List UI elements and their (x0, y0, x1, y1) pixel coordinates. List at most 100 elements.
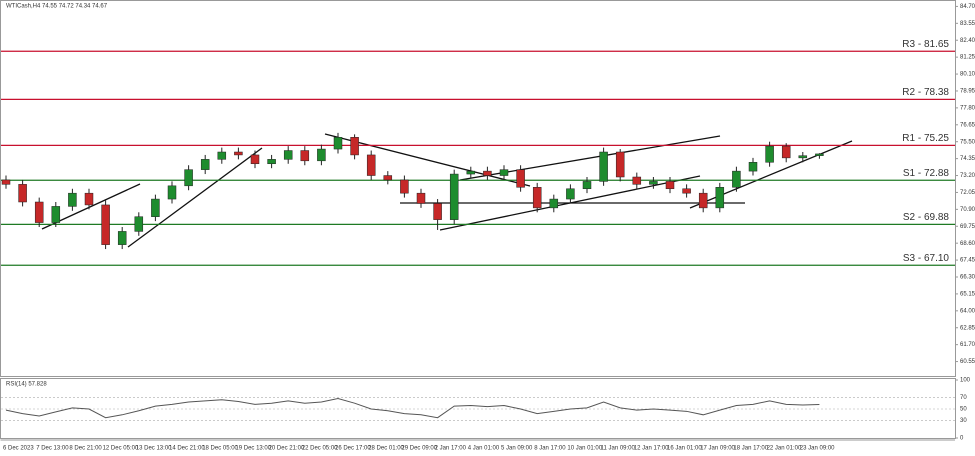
candle-body (599, 151, 608, 182)
candle-body (649, 181, 658, 185)
y-tick-label: 67.45 (960, 258, 975, 264)
candle-body (84, 192, 94, 206)
x-tick-label: 4 Jan 01:00 (468, 446, 500, 452)
candle-body (499, 169, 509, 176)
x-tick-label: 8 Dec 21:00 (69, 446, 102, 452)
x-tick-label: 6 Dec 2023 (3, 446, 34, 452)
trendline (459, 135, 721, 181)
candle-body (234, 151, 243, 156)
x-tick-label: 28 Dec 01:00 (368, 446, 404, 452)
candle-body (449, 173, 459, 220)
candle-body (532, 187, 542, 209)
candle-body (333, 137, 343, 150)
x-tick-label: 2 Jan 17:00 (435, 446, 467, 452)
y-tick-label: 62.85 (960, 325, 975, 331)
candle-body (383, 175, 393, 181)
candle-body (134, 216, 144, 232)
candle-body (566, 188, 575, 200)
trendline (324, 133, 531, 187)
y-tick-label: 74.35 (960, 156, 975, 162)
y-tick-label: 75.50 (960, 139, 975, 145)
candle-body (283, 150, 293, 160)
y-tick-label: 64.00 (960, 308, 975, 314)
x-tick-label: 16 Jan 01:00 (667, 446, 702, 452)
candle-body (466, 170, 476, 175)
y-tick-label: 0 (960, 436, 964, 442)
candle-body (582, 181, 592, 190)
candle-body (665, 181, 675, 190)
trendlines (41, 133, 853, 248)
level-label: S2 - 69.88 (903, 212, 950, 223)
candle-body (632, 176, 642, 185)
y-tick-label: 78.95 (960, 89, 975, 95)
y-tick-label: 61.70 (960, 342, 975, 348)
candle-body (732, 170, 741, 188)
candle-body (615, 151, 625, 178)
y-tick-label: 60.55 (960, 359, 975, 365)
candle-body (798, 155, 808, 159)
candle-body (715, 187, 725, 209)
candle-body (250, 154, 260, 165)
candle-body (433, 203, 442, 220)
x-tick-label: 19 Dec 13:00 (235, 446, 271, 452)
y-tick-label: 73.20 (960, 173, 975, 179)
candle-body (51, 206, 61, 223)
x-tick-label: 8 Jan 17:00 (534, 446, 566, 452)
y-tick-label: 76.65 (960, 122, 975, 128)
y-tick-label: 50 (960, 407, 967, 413)
candle-body (815, 153, 824, 156)
y-tick-label: 69.75 (960, 224, 975, 230)
candle-body (698, 192, 708, 209)
x-tick-label: 17 Jan 09:00 (700, 446, 735, 452)
candle-body (549, 198, 559, 209)
x-tick-label: 11 Jan 09:00 (601, 446, 636, 452)
candle-body (167, 185, 177, 200)
x-tick-label: 14 Dec 21:00 (169, 446, 205, 452)
candle-body (781, 145, 791, 159)
x-tick-label: 10 Jan 01:00 (567, 446, 602, 452)
y-tick-label: 100 (960, 378, 971, 384)
y-tick-label: 81.25 (960, 55, 975, 61)
candle-body (366, 154, 376, 176)
x-tick-label: 29 Dec 09:00 (401, 446, 437, 452)
level-label: S1 - 72.88 (903, 168, 950, 179)
rsi-frame (0, 378, 956, 439)
level-label: S3 - 67.10 (903, 253, 950, 264)
y-tick-label: 70.90 (960, 207, 975, 213)
candle-body (765, 145, 774, 163)
candle-body (317, 148, 326, 162)
candle-body (117, 231, 127, 245)
y-tick-label: 82.40 (960, 38, 975, 44)
level-label: R3 - 81.65 (902, 39, 949, 50)
chart-title: WTICash,H4 74.55 74.72 74.34 74.67 (6, 4, 108, 10)
x-tick-label: 20 Dec 21:00 (269, 446, 305, 452)
candle-body (184, 169, 193, 187)
x-tick-label: 7 Dec 13:00 (36, 446, 69, 452)
candle-body (350, 137, 359, 156)
level-label: R2 - 78.38 (902, 87, 949, 98)
x-tick-label: 13 Dec 13:00 (136, 446, 172, 452)
candle-body (267, 159, 276, 165)
candle-body (416, 192, 426, 204)
y-tick-label: 30 (960, 418, 967, 424)
x-tick-label: 18 Jan 17:00 (733, 446, 768, 452)
x-tick-label: 23 Jan 09:00 (800, 446, 835, 452)
y-tick-label: 84.70 (960, 4, 975, 10)
y-tick-label: 70 (960, 395, 967, 401)
x-tick-label: 18 Dec 05:00 (202, 446, 238, 452)
y-tick-label: 68.60 (960, 241, 975, 247)
candle-body (217, 151, 227, 160)
x-tick-label: 22 Dec 05:00 (302, 446, 338, 452)
candle-body (151, 198, 160, 217)
y-tick-label: 72.05 (960, 190, 975, 196)
y-tick-label: 66.30 (960, 275, 975, 281)
x-tick-label: 12 Jan 17:00 (634, 446, 669, 452)
candle-body (516, 169, 525, 188)
candle-body (682, 188, 691, 194)
candle-body (200, 159, 210, 170)
trendline (127, 147, 263, 248)
x-tick-label: 22 Jan 01:00 (767, 446, 802, 452)
level-label: R1 - 75.25 (902, 133, 949, 144)
x-tick-label: 12 Dec 05:00 (103, 446, 139, 452)
